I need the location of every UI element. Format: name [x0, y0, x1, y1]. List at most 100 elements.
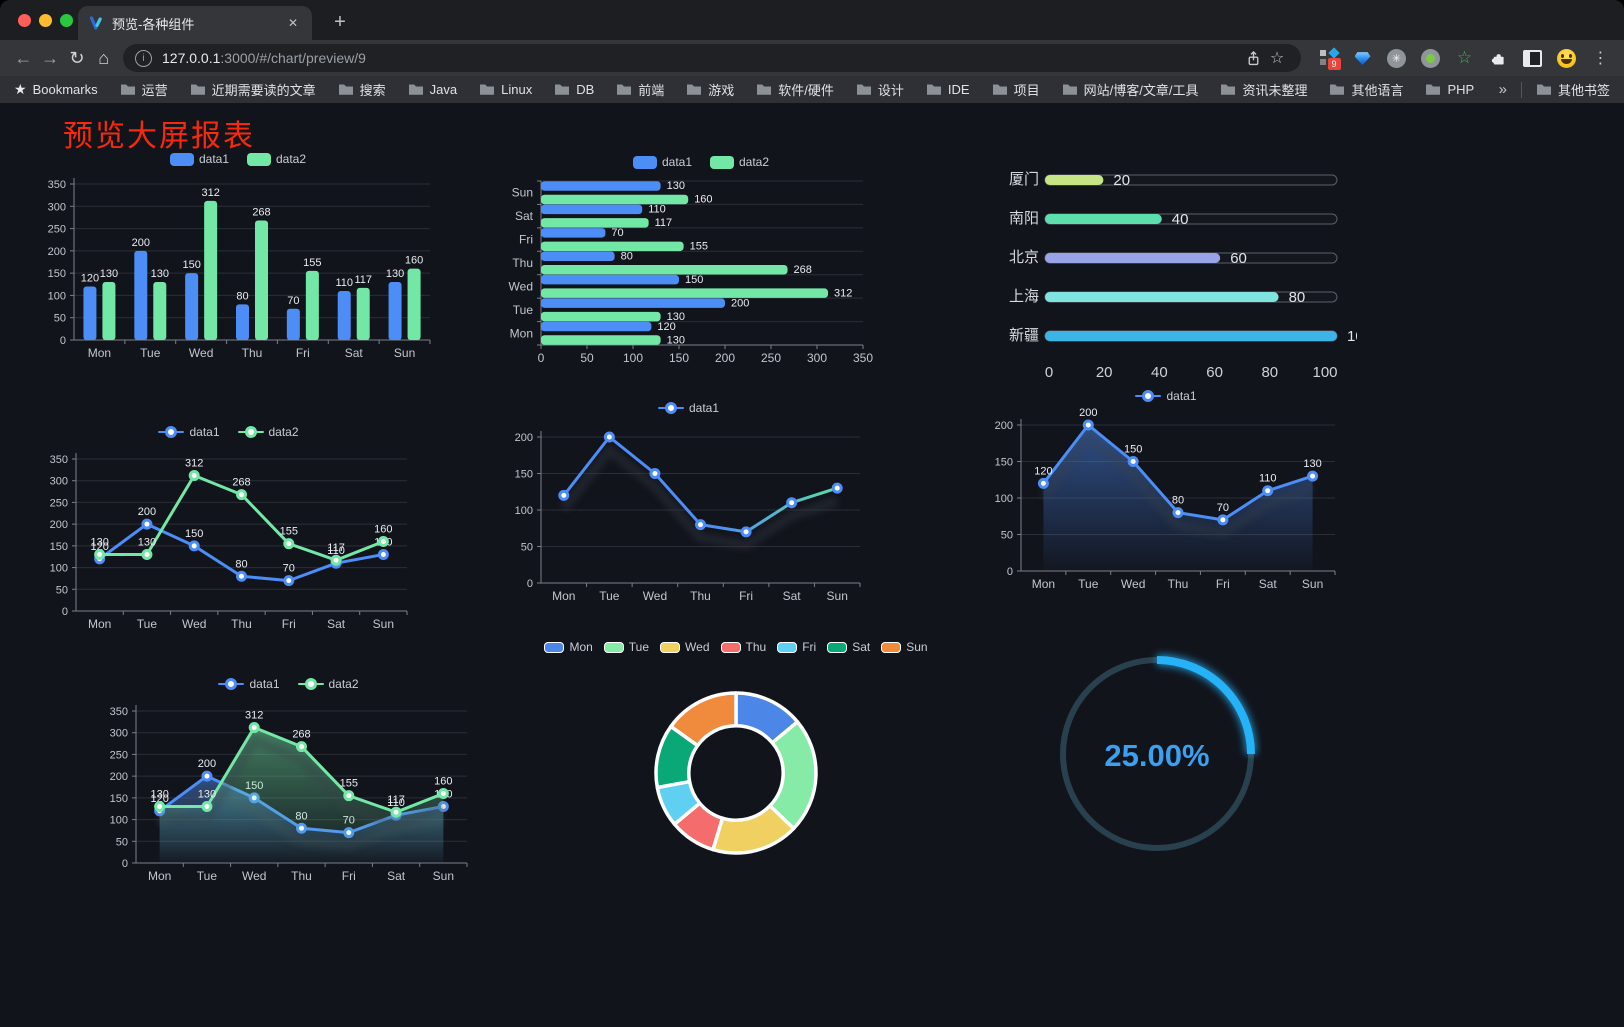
side-panel-icon[interactable] [1519, 45, 1546, 72]
legend-item-data2[interactable]: data2 [237, 425, 299, 439]
url-bar[interactable]: i 127.0.0.1:3000/#/chart/preview/9 ☆ [123, 44, 1301, 72]
svg-text:Mon: Mon [88, 617, 111, 631]
zoom-window-button[interactable] [60, 14, 73, 27]
browser-tab[interactable]: 预览-各种组件 ✕ [78, 6, 312, 40]
bookmark-folder[interactable]: 项目 [992, 80, 1040, 99]
chart-progress-bars[interactable]: 厦门 20 南阳 40 北京 60 上海 80 新疆 100 0 20 40 60 80 100 [995, 155, 1357, 391]
svg-text:Sun: Sun [1302, 577, 1323, 591]
legend-item-data1[interactable]: data1 [169, 152, 229, 166]
chart-bar-vertical[interactable]: data1 data2 0 50 100 150 200 250 300 350 Mon Tue Wed… [38, 148, 438, 366]
extension-gem-icon[interactable] [1349, 45, 1376, 72]
legend-marker-icon [237, 426, 264, 439]
svg-text:120: 120 [81, 273, 99, 285]
bookmark-folder-label: 设计 [877, 83, 904, 98]
reload-icon[interactable]: ↻ [69, 47, 85, 68]
legend-item-Fri[interactable]: Fri [777, 640, 816, 654]
bookmark-folder[interactable]: 设计 [856, 80, 904, 99]
legend-swatch-icon [632, 155, 657, 169]
bookmark-folder[interactable]: 其他语言 [1329, 80, 1403, 99]
bookmark-other[interactable]: 其他书签 [1536, 80, 1610, 99]
tab-close-icon[interactable]: ✕ [287, 16, 299, 30]
bookmark-folder[interactable]: DB [554, 82, 594, 97]
svg-text:100: 100 [110, 815, 128, 827]
legend-item-Tue[interactable]: Tue [603, 640, 649, 654]
legend-item-data1[interactable]: data1 [632, 155, 692, 169]
new-tab-button[interactable]: + [334, 10, 346, 33]
legend-swatch-icon [603, 641, 624, 653]
bookmark-folder[interactable]: Linux [479, 82, 532, 97]
legend-item-data1[interactable]: data1 [218, 677, 280, 691]
legend-item-Wed[interactable]: Wed [660, 640, 710, 654]
extension-tab-manager-icon[interactable]: 9 [1315, 45, 1342, 72]
legend-item-data2[interactable]: data2 [297, 677, 359, 691]
legend-item-data1[interactable]: data1 [1135, 389, 1197, 403]
bookmark-star-icon[interactable]: ☆ [1269, 50, 1285, 67]
chart-donut-pie[interactable]: Mon Tue Wed Thu Fri Sat Sun [544, 636, 928, 888]
profile-avatar-emoji[interactable] [1553, 45, 1580, 72]
bookmark-folder[interactable]: 运营 [120, 80, 168, 99]
svg-text:155: 155 [690, 241, 708, 253]
legend-swatch-icon [247, 152, 271, 166]
chart-area-two-series[interactable]: data1 data2 0 50 100 150 200 250 300 350 Mon Tue Wed… [100, 673, 477, 891]
svg-text:150: 150 [48, 268, 66, 280]
bookmarks-bar: ★ Bookmarks 运营 近期需要读的文章 搜索 Java Linux DB 前端 游戏 软… [0, 76, 1624, 103]
close-window-button[interactable] [18, 14, 31, 27]
legend-marker-icon [657, 402, 684, 415]
legend-marker-icon [1135, 390, 1162, 403]
svg-text:120: 120 [90, 541, 108, 553]
bookmark-folder[interactable]: 资讯未整理 [1220, 80, 1307, 99]
legend-item-Thu[interactable]: Thu [720, 640, 766, 654]
bookmark-folder[interactable]: 近期需要读的文章 [190, 80, 316, 99]
chart-line-two-series[interactable]: data1 data2 0 50 100 150 200 250 300 350 Mon Tue Wed… [40, 421, 417, 639]
extension-asterisk-icon[interactable]: ✳ [1383, 45, 1410, 72]
extension-green-star-icon[interactable]: ☆ [1456, 48, 1473, 67]
chart-line-gradient[interactable]: data1 0 50 100 150 200 Mon Tue Wed Thu Fri Sat Sun [505, 397, 872, 609]
url-host: 127.0.0.1 [162, 50, 221, 66]
svg-text:0: 0 [1007, 566, 1013, 578]
share-icon[interactable] [1241, 46, 1265, 70]
extension-green-dot-icon[interactable] [1417, 45, 1444, 72]
bookmark-folder[interactable]: 前端 [616, 80, 664, 99]
browser-menu-icon[interactable]: ⋮ [1592, 50, 1609, 67]
bookmark-folder[interactable]: 游戏 [686, 80, 734, 99]
svg-text:150: 150 [185, 528, 203, 540]
svg-text:200: 200 [198, 758, 216, 770]
chart-gauge[interactable]: 25.00% [1052, 648, 1262, 860]
svg-text:130: 130 [90, 537, 108, 549]
legend-item-data2[interactable]: data2 [710, 155, 769, 169]
bookmark-folder[interactable]: Java [408, 82, 457, 97]
bookmark-folder[interactable]: IDE [926, 82, 970, 97]
svg-text:Tue: Tue [137, 617, 158, 631]
extensions-puzzle-icon[interactable] [1485, 45, 1512, 72]
svg-text:Thu: Thu [1168, 577, 1189, 591]
back-icon[interactable]: ← [14, 47, 33, 68]
svg-text:200: 200 [110, 771, 128, 783]
bookmark-folder[interactable]: PHP [1425, 82, 1474, 97]
svg-text:268: 268 [292, 729, 310, 741]
legend-item-Sun[interactable]: Sun [881, 640, 928, 654]
svg-text:312: 312 [201, 187, 219, 199]
legend-item-Sat[interactable]: Sat [827, 640, 870, 654]
bookmark-bookmarks[interactable]: ★ Bookmarks [14, 81, 98, 98]
bookmark-folder[interactable]: 网站/博客/文章/工具 [1062, 80, 1198, 99]
info-icon[interactable]: i [135, 49, 152, 67]
forward-icon[interactable]: → [41, 47, 60, 68]
legend-item-data1[interactable]: data1 [657, 401, 719, 415]
bookmark-folder[interactable]: 搜索 [338, 80, 386, 99]
legend-item-data1[interactable]: data1 [158, 425, 220, 439]
svg-text:155: 155 [303, 257, 321, 269]
home-icon[interactable]: ⌂ [98, 47, 110, 68]
svg-text:350: 350 [50, 454, 68, 466]
legend-item-data2[interactable]: data2 [247, 152, 306, 166]
legend-label: data1 [1166, 389, 1197, 403]
svg-text:120: 120 [150, 793, 168, 805]
legend-item-Mon[interactable]: Mon [544, 640, 593, 654]
svg-text:0: 0 [60, 335, 66, 347]
chart-bar-horizontal[interactable]: data1 data2 Mon Tue Wed Thu Fri Sat Sun 0 50 100 150… [505, 151, 897, 369]
tab-title: 预览-各种组件 [112, 16, 195, 32]
bookmark-folder[interactable]: 软件/硬件 [756, 80, 834, 99]
chart-area-single[interactable]: data1 0 50 100 150 200 Mon Tue Wed Thu Fri Sat Sun 12… [985, 385, 1347, 597]
svg-text:Mon: Mon [88, 346, 111, 360]
bookmarks-overflow-chevron[interactable]: » [1498, 81, 1507, 98]
minimize-window-button[interactable] [39, 14, 52, 27]
